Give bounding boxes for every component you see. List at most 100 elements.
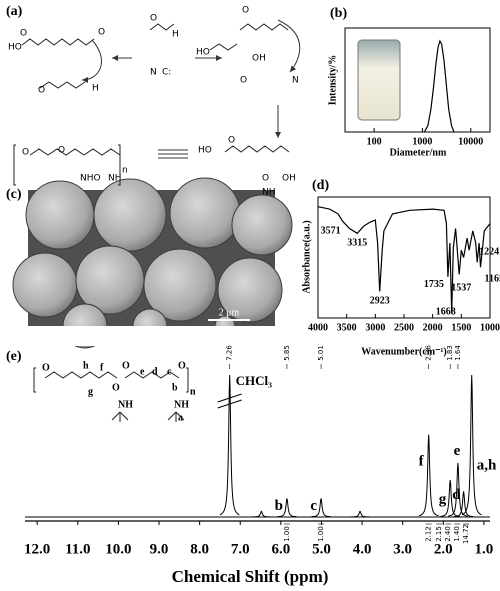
structure-label: f: [100, 362, 104, 373]
x-tick-label: 1500: [451, 322, 471, 333]
scheme-label: O: [38, 86, 45, 96]
peak-annotation: 3571: [321, 225, 341, 236]
peak-annotation: 1165: [485, 273, 500, 284]
panel-label: (b): [330, 6, 347, 21]
x-tick-label: 4.0: [353, 541, 372, 557]
nmr-peak: [418, 434, 439, 517]
integral-label: 1.40: [453, 526, 461, 542]
structure-label: O: [42, 362, 50, 373]
curly-arrow: [81, 39, 102, 83]
peak-label: g: [439, 491, 447, 507]
x-tick-label: 3500: [337, 322, 357, 333]
bond: [39, 81, 86, 89]
sphere: [25, 180, 95, 250]
scheme-label: O: [262, 174, 269, 184]
sphere: [217, 257, 283, 323]
scheme-label: O: [150, 14, 157, 24]
scheme-label: H: [172, 30, 179, 40]
x-tick-label: 8.0: [190, 541, 209, 557]
structure-label: h: [83, 360, 89, 371]
peak-annotation: 1735: [424, 279, 444, 290]
integral-label: 2.12: [425, 526, 433, 542]
panel-label: (c): [6, 187, 22, 202]
nmr-peak: [350, 510, 370, 518]
structure-label: O: [178, 360, 186, 371]
panel-label: (e): [6, 349, 22, 364]
bond: [44, 371, 118, 379]
structure-label: O: [122, 360, 130, 371]
bond: [149, 23, 175, 31]
data-line: [317, 206, 491, 314]
x-tick-label: 3000: [365, 322, 385, 333]
scheme-label: O: [240, 76, 247, 86]
scheme-label: O: [20, 29, 27, 39]
scheme-label: HO: [198, 146, 212, 156]
scheme-label: O: [228, 136, 235, 146]
x-tick-label: 10000: [458, 136, 483, 147]
scheme-label: N: [292, 76, 299, 86]
data-line: [423, 39, 455, 133]
structure-label: c: [167, 366, 172, 377]
structure-label: NH: [118, 399, 133, 410]
sphere: [231, 194, 293, 256]
scheme-label: H: [92, 84, 99, 94]
structure-label: e: [140, 366, 145, 377]
scheme-label: HO: [8, 43, 22, 53]
structure-label: b: [172, 382, 178, 393]
scheme-label: N: [150, 68, 157, 78]
x-tick-label: 5.0: [312, 541, 331, 557]
nmr-peak: [311, 498, 331, 518]
x-axis-label: Chemical Shift (ppm): [172, 567, 329, 586]
y-axis-label: Intensity/%: [327, 55, 338, 106]
scheme-label: O: [98, 28, 105, 38]
sphere: [143, 248, 217, 322]
integral-label: 2.40: [444, 526, 452, 542]
scheme-label: O: [22, 148, 29, 158]
structure-label: O: [112, 382, 120, 393]
scheme-label: OH: [252, 54, 266, 64]
sphere: [93, 178, 167, 252]
peak-label: c: [310, 498, 317, 514]
nmr-peak: [448, 463, 468, 517]
scheme-label: O: [58, 146, 65, 156]
peak-annotation: 3315: [347, 238, 367, 249]
peak-annotation: 1668: [436, 306, 456, 317]
x-tick-label: 1.0: [475, 541, 494, 557]
panel-label: (a): [6, 4, 23, 19]
x-tick-label: 2.0: [434, 541, 453, 557]
x-axis-label: Wavenumber(cm⁻¹): [361, 346, 446, 357]
scheme-label: NH: [108, 174, 122, 184]
x-tick-label: 100: [367, 136, 382, 147]
integral-label: 2.15: [435, 526, 443, 542]
x-tick-label: 9.0: [150, 541, 169, 557]
peak-annotation: 1537: [451, 283, 471, 294]
scheme-label: O: [242, 6, 249, 16]
bond: [29, 148, 121, 156]
x-tick-label: 6.0: [271, 541, 290, 557]
shift-label: 5.01: [317, 345, 325, 361]
peak-annotation: 2923: [370, 296, 390, 307]
x-tick-label: 1000: [412, 136, 432, 147]
peak-label: f: [419, 454, 425, 470]
solvent-label: CHCl₃: [236, 373, 272, 388]
nmr-peak: [219, 374, 240, 516]
structure-label: n: [190, 386, 196, 397]
nmr-peak: [453, 491, 474, 518]
structure-label: a: [178, 412, 183, 423]
structure-label: g: [88, 386, 93, 397]
integral-label: 1.00: [317, 526, 325, 542]
inset-photo: [357, 39, 401, 121]
shift-label: 1.83: [446, 345, 454, 361]
scheme-label: n: [122, 166, 128, 176]
curly-arrow: [277, 19, 301, 73]
sphere: [12, 252, 78, 318]
scale-bar-label: 2 μm: [219, 307, 240, 318]
tbutyl: [111, 411, 185, 422]
x-tick-label: 1000: [480, 322, 500, 333]
x-tick-label: 3.0: [393, 541, 412, 557]
shift-label: 1.64: [454, 345, 462, 361]
integral-label: 14.72: [462, 524, 470, 544]
bracket: [13, 144, 121, 186]
